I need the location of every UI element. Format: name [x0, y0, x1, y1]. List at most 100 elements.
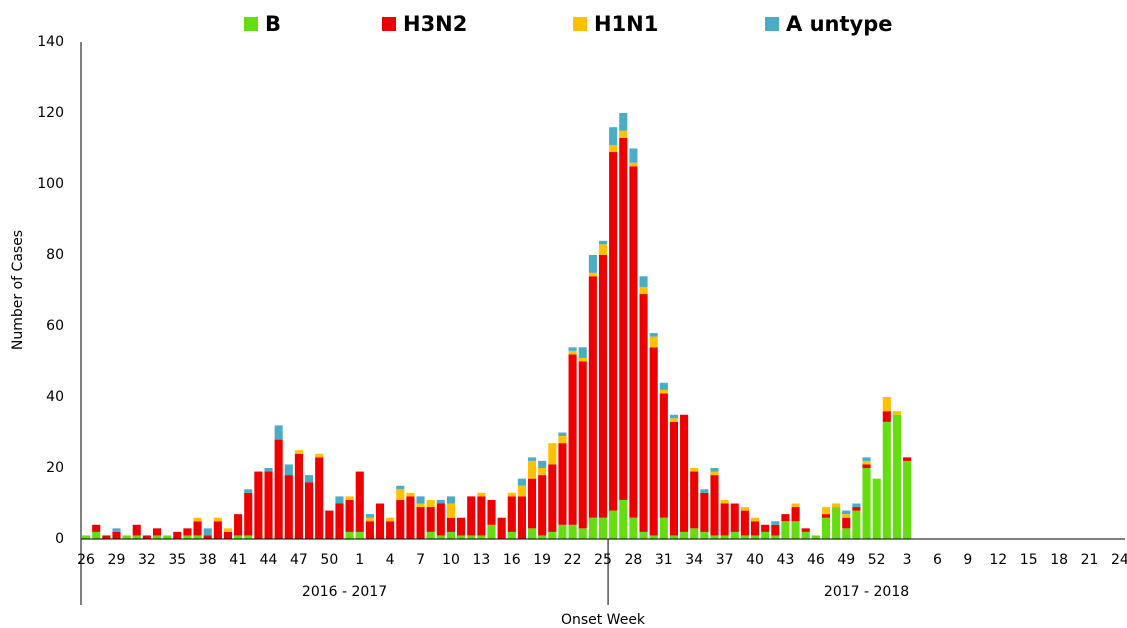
x-tick-label: 41 — [229, 552, 247, 568]
bar-segment — [477, 535, 486, 539]
bar-segment — [598, 244, 608, 255]
bar-segment — [244, 492, 253, 536]
bar-segment — [548, 443, 557, 465]
x-tick-label: 16 — [503, 552, 521, 568]
bar-segment — [619, 137, 628, 500]
bar-segment — [750, 535, 760, 539]
bar-segment — [183, 528, 192, 536]
bar-segment — [842, 514, 851, 518]
bar-segment — [446, 503, 456, 518]
bar-segment — [720, 499, 729, 504]
bar-segment — [862, 468, 871, 539]
bar-segment — [122, 535, 131, 539]
bar-segment — [609, 127, 618, 145]
bar-segment — [669, 535, 679, 539]
x-tick-label: 34 — [685, 552, 703, 568]
bar-segment — [771, 535, 780, 539]
x-tick-label: 50 — [320, 552, 338, 568]
bar-segment — [386, 521, 395, 539]
bar-segment — [750, 521, 760, 536]
y-tick-label: 40 — [46, 389, 64, 405]
bar-segment — [345, 496, 354, 500]
bar-segment — [639, 294, 648, 532]
bar-segment — [700, 531, 709, 539]
bar-segment — [690, 468, 699, 472]
x-tick-label: 26 — [77, 552, 95, 568]
bar-segment — [193, 517, 202, 522]
bar-segment — [355, 531, 364, 539]
bar-segment — [740, 510, 749, 536]
bar-segment — [92, 524, 101, 532]
bar-segment — [538, 468, 547, 476]
bar-segment — [446, 496, 456, 504]
x-tick-label: 29 — [108, 552, 126, 568]
y-axis-title: Number of Cases — [10, 230, 26, 350]
x-tick-label: 37 — [716, 552, 734, 568]
bar-segment — [173, 531, 182, 539]
bar-segment — [771, 521, 780, 525]
bar-segment — [568, 347, 577, 351]
bar-segment — [659, 382, 668, 390]
bar-segment — [436, 499, 445, 504]
bar-segment — [629, 166, 638, 518]
bar-segment — [690, 528, 699, 539]
bar-segment — [649, 336, 658, 348]
bar-segment — [132, 524, 141, 536]
bar-segment — [629, 148, 638, 163]
bar-segment — [680, 414, 689, 532]
bar-segment — [862, 464, 871, 468]
bar-segment — [416, 507, 425, 539]
bar-segment — [112, 531, 121, 539]
bar-segment — [213, 517, 222, 522]
bar-segment — [305, 482, 314, 539]
bar-segment — [375, 503, 385, 539]
x-tick-label: 47 — [290, 552, 308, 568]
bar-segment — [152, 535, 162, 539]
bar-segment — [315, 453, 324, 458]
bar-segment — [264, 468, 273, 472]
bar-segment — [294, 453, 303, 539]
bar-segment — [558, 443, 567, 525]
bar-segment — [548, 531, 557, 539]
x-tick-label: 28 — [624, 552, 642, 568]
bar-segment — [527, 478, 537, 529]
bar-segment — [305, 475, 314, 483]
bar-segment — [396, 489, 405, 500]
bar-segment — [842, 517, 851, 529]
bar-segment — [193, 521, 202, 536]
bar-segment — [416, 496, 425, 504]
bar-segment — [710, 468, 719, 472]
bar-segment — [852, 510, 861, 539]
bar-segment — [842, 510, 851, 515]
bar-segment — [740, 507, 749, 511]
bar-segment — [365, 521, 374, 539]
x-group-label: 2017 - 2018 — [824, 584, 909, 600]
bar-segment — [659, 393, 668, 518]
bar-segment — [457, 535, 466, 539]
bar-segment — [720, 535, 729, 539]
bar-segment — [730, 503, 739, 532]
x-tick-label: 4 — [386, 552, 395, 568]
bar-segment — [700, 492, 709, 532]
x-tick-label: 22 — [564, 552, 582, 568]
bar-segment — [852, 503, 861, 508]
bar-segment — [832, 507, 841, 539]
bar-segment — [781, 521, 790, 539]
bar-segment — [578, 357, 587, 362]
bar-segment — [609, 144, 618, 153]
bar-segment — [558, 524, 567, 539]
bar-segment — [598, 255, 608, 518]
bar-segment — [325, 510, 334, 539]
bar-segment — [862, 460, 871, 465]
bar-segment — [882, 421, 891, 539]
bar-segment — [598, 240, 608, 245]
x-tick-label: 3 — [903, 552, 912, 568]
y-tick-label: 60 — [46, 318, 64, 334]
bar-segment — [294, 450, 303, 454]
bar-segment — [669, 414, 679, 419]
legend-swatch — [765, 17, 779, 31]
y-tick-label: 20 — [46, 460, 64, 476]
bar-segment — [588, 272, 597, 277]
bar-segment — [558, 436, 567, 444]
bar-segment — [507, 531, 516, 539]
